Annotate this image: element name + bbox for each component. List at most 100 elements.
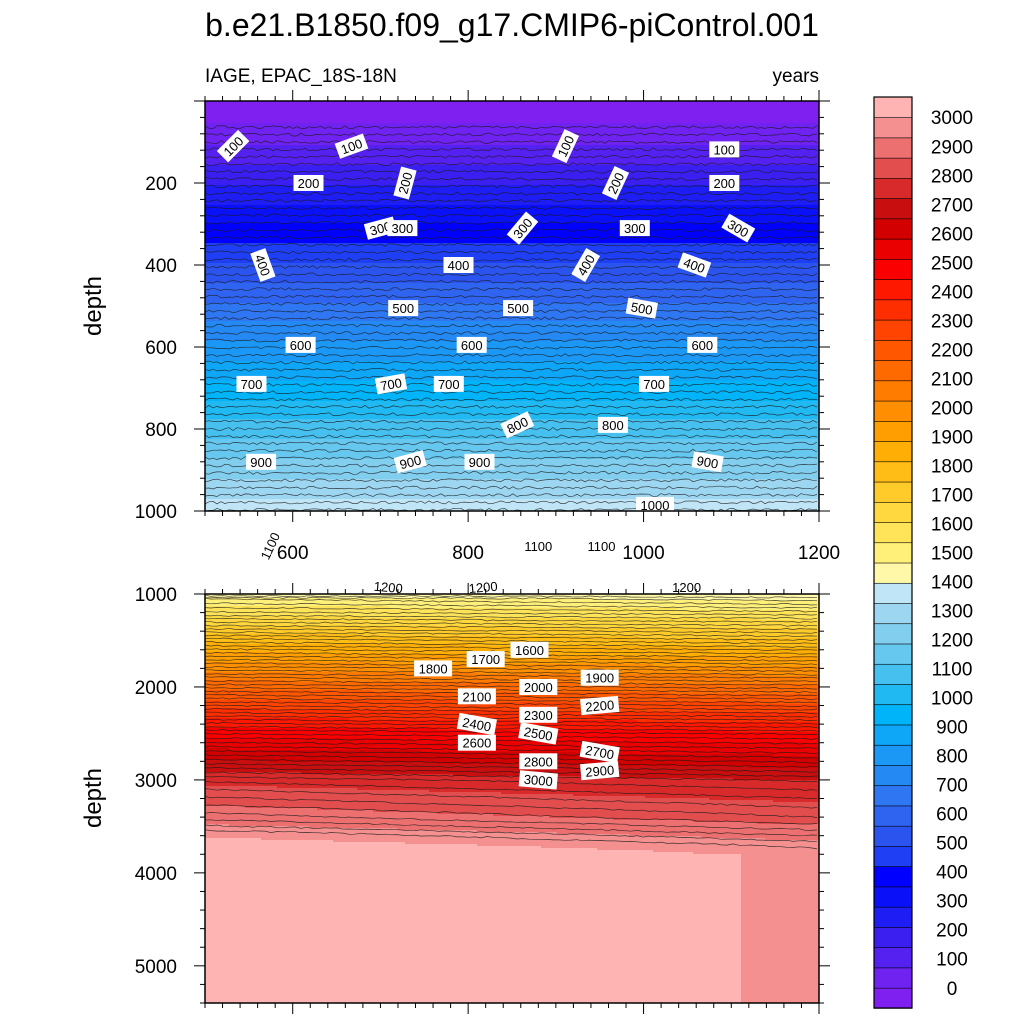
colorbar-tick-label: 2500	[931, 253, 973, 274]
colorbar-swatch	[873, 724, 913, 746]
upper-contour-label: 1200	[463, 577, 503, 597]
lower-contour-label: 1900	[580, 669, 619, 686]
upper-contour-label: 100	[334, 133, 369, 159]
contour-label-text: 2300	[524, 708, 553, 723]
colorbar-swatch	[873, 623, 913, 645]
contour-label-text: 600	[461, 338, 483, 353]
upper-y-tick-label: 1000	[135, 502, 177, 523]
contour-label-text: 500	[507, 301, 529, 316]
colorbar-swatch	[873, 380, 913, 402]
upper-contour-label: 1000	[636, 496, 674, 513]
lower-contour-label: 2900	[580, 760, 620, 781]
upper-contour-label: 500	[503, 300, 534, 317]
colorbar-tick-label: 2600	[931, 224, 973, 245]
colorbar-tick-label: 1900	[931, 427, 973, 448]
contour-label-text: 200	[713, 176, 735, 191]
contour-label-text: 300	[392, 221, 414, 236]
colorbar-tick-label: 3000	[931, 108, 973, 129]
contour-label-text: 1000	[641, 498, 670, 513]
colorbar-swatch	[873, 987, 913, 1009]
colorbar-tick-label: 1600	[931, 515, 973, 536]
upper-contour-label: 900	[691, 451, 724, 473]
contour-label-text: 2000	[524, 680, 553, 695]
contour-label-text: 2900	[585, 762, 615, 779]
contour-label-text: 400	[252, 252, 274, 278]
lower-contour-label: 1800	[414, 660, 453, 677]
contour-label-text: 700	[643, 377, 665, 392]
colorbar-tick-label: 300	[936, 892, 968, 913]
colorbar-swatch	[873, 238, 913, 260]
upper-contour-label: 500	[625, 297, 658, 319]
contour-label-text: 1900	[585, 671, 614, 686]
upper-y-tick-label: 400	[145, 256, 177, 277]
colorbar-swatch	[873, 946, 913, 969]
lower-contour-label: 2500	[518, 722, 559, 745]
colorbar-tick-label: 200	[936, 921, 968, 942]
upper-contour-label: 200	[393, 166, 417, 200]
contour-label-text: 3000	[523, 772, 553, 789]
units-label: years	[773, 66, 819, 87]
colorbar-swatch	[873, 299, 913, 321]
contour-label-text: 900	[696, 453, 720, 472]
colorbar-swatch	[873, 116, 913, 139]
upper-contour-label: 600	[285, 336, 316, 353]
contour-label-text: 1100	[588, 539, 616, 554]
colorbar-tick-label: 0	[947, 979, 958, 1000]
colorbar-swatch	[873, 683, 913, 706]
colorbar-tick-label: 500	[936, 834, 968, 855]
colorbar-swatch	[873, 440, 913, 463]
colorbar-tick-label: 700	[936, 776, 968, 797]
upper-contour-label: 300	[387, 220, 418, 237]
colorbar-swatch	[873, 258, 913, 280]
colorbar-swatch	[873, 886, 913, 908]
contour-label-text: 1200	[672, 580, 701, 595]
contour-label-text: 400	[448, 258, 470, 273]
upper-contour-label: 400	[250, 248, 276, 282]
colorbar-swatch	[873, 744, 913, 766]
lower-y-tick-label: 5000	[135, 957, 177, 978]
contour-label-text: 900	[250, 455, 272, 470]
upper-contour-label: 100	[709, 141, 740, 158]
upper-contour-label: 200	[709, 175, 740, 191]
colorbar-tick-label: 2800	[931, 166, 973, 187]
lower-contour-label: 2800	[519, 753, 558, 770]
lower-depth-panel: 1600 1700 1800 1900 2000 2100 2200 2300 2400 2500…	[80, 583, 830, 1014]
upper-contour-label: 500	[388, 300, 419, 317]
colorbar-tick-label: 1500	[931, 544, 973, 565]
upper-contour-label: 900	[246, 453, 277, 470]
upper-x-tick-label: 600	[277, 543, 309, 564]
lower-y-axis-label: depth	[80, 768, 107, 828]
contour-label-text: 1600	[515, 643, 544, 658]
upper-contour-label: 1100	[519, 537, 558, 554]
contour-label-text: 2800	[524, 754, 553, 769]
colorbar-swatch	[873, 319, 913, 341]
colorbar-tick-label: 400	[936, 863, 968, 884]
contour-label-text: 500	[392, 301, 414, 316]
upper-contour-label: 900	[464, 453, 495, 470]
colorbar-swatch	[873, 865, 913, 888]
lower-contour-label: 2400	[456, 712, 498, 736]
contour-label-text: 1800	[419, 661, 448, 676]
colorbar-swatch	[873, 906, 913, 928]
colorbar-tick-label: 800	[936, 747, 968, 768]
colorbar-swatch	[873, 339, 913, 361]
colorbar-tick-label: 2900	[931, 137, 973, 158]
colorbar-tick-label: 2200	[931, 340, 973, 361]
contour-label-text: 100	[713, 142, 735, 157]
upper-y-tick-label: 200	[145, 174, 177, 195]
colorbar-tick-label: 100	[936, 950, 968, 971]
colorbar-swatch	[873, 521, 913, 544]
colorbar-tick-label: 2300	[931, 311, 973, 332]
upper-contour-label: 1200	[667, 578, 706, 595]
colorbar-swatch	[873, 278, 913, 301]
colorbar-swatch	[873, 704, 913, 726]
contour-label-text: 900	[469, 455, 491, 470]
colorbar-swatch	[873, 481, 913, 503]
upper-contour-label: 700	[236, 375, 267, 392]
contour-label-text: 1200	[468, 579, 498, 596]
colorbar-tick-label: 1800	[931, 456, 973, 477]
upper-x-tick-label: 1000	[622, 543, 664, 564]
colorbar-tick-label: 2400	[931, 282, 973, 303]
upper-contour-label: 400	[443, 257, 474, 273]
